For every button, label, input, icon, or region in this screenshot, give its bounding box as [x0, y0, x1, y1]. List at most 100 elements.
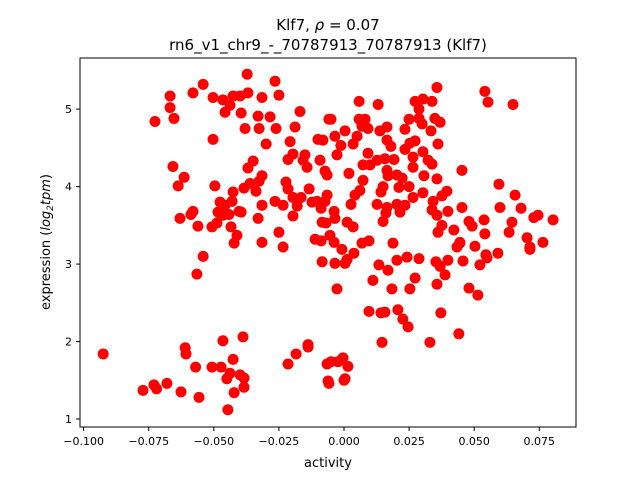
data-point [242, 162, 254, 174]
x-axis-label: activity [304, 456, 352, 471]
data-point [228, 237, 240, 249]
data-point [282, 183, 294, 195]
data-point [291, 200, 303, 212]
data-point [301, 161, 313, 173]
data-point [357, 174, 369, 186]
data-point [341, 253, 353, 265]
data-point [328, 236, 340, 248]
data-point [151, 383, 163, 395]
data-point [432, 226, 444, 238]
data-point [537, 236, 549, 248]
data-point [413, 103, 425, 115]
data-point [320, 217, 332, 229]
data-point [391, 254, 403, 266]
data-point [388, 153, 400, 165]
data-point [442, 205, 454, 217]
data-point [380, 207, 392, 219]
data-point [336, 243, 348, 255]
data-point [242, 87, 254, 99]
data-point [187, 87, 199, 99]
data-point [377, 215, 389, 227]
data-point [331, 149, 343, 161]
data-point [431, 278, 443, 290]
data-point [372, 98, 384, 110]
x-tick-label: −0.100 [63, 435, 104, 448]
data-point [317, 134, 329, 146]
data-point [256, 92, 268, 104]
data-point [256, 199, 268, 211]
data-point [362, 147, 374, 159]
data-point [294, 105, 306, 117]
data-point [532, 209, 544, 221]
data-point [402, 321, 414, 333]
data-point [164, 90, 176, 102]
data-point [289, 121, 301, 133]
x-axis-ticks: −0.100 −0.075 −0.050 −0.025 0.000 0.025 0.050 0… [63, 427, 555, 448]
data-point [192, 220, 204, 232]
data-point [426, 95, 438, 107]
data-point [290, 348, 302, 360]
data-point [339, 125, 351, 137]
data-point [425, 125, 437, 137]
data-point [323, 377, 335, 389]
data-point [375, 186, 387, 198]
data-point [431, 81, 443, 93]
data-point [197, 250, 209, 262]
data-point [273, 89, 285, 101]
plot-frame [79, 57, 577, 428]
data-point [466, 220, 478, 232]
data-point [409, 272, 421, 284]
data-point [403, 181, 415, 193]
data-point [260, 138, 272, 150]
data-point [269, 75, 281, 87]
y-tick-label: 4 [65, 181, 72, 194]
y-tick-label: 1 [65, 413, 72, 426]
data-point [222, 404, 234, 416]
data-point [407, 161, 419, 173]
data-point [253, 175, 265, 187]
data-point [382, 170, 394, 182]
x-tick-label: 0.025 [393, 435, 425, 448]
data-point [382, 264, 394, 276]
data-point [404, 283, 416, 295]
data-point [379, 153, 391, 165]
data-point [329, 130, 341, 142]
data-point [175, 386, 187, 398]
data-point [367, 274, 379, 286]
data-point [345, 198, 357, 210]
data-point [456, 164, 468, 176]
data-point [238, 182, 250, 194]
data-point [416, 118, 428, 130]
data-point [492, 247, 504, 259]
y-tick-label: 3 [65, 258, 72, 271]
data-point [227, 186, 239, 198]
data-point [228, 387, 240, 399]
data-point [197, 78, 209, 90]
x-tick-label: 0.075 [524, 435, 556, 448]
x-tick-label: −0.050 [193, 435, 234, 448]
data-point [167, 160, 179, 172]
data-point [393, 181, 405, 193]
data-point [178, 171, 190, 183]
data-point [302, 339, 314, 351]
data-point [335, 140, 347, 152]
data-point [363, 305, 375, 317]
data-point [431, 209, 443, 221]
data-point [238, 372, 250, 384]
data-point [235, 206, 247, 218]
data-point [371, 198, 383, 210]
chart-title-line2: rn6_v1_chr9_-_70787913_70787913 (Klf7) [169, 36, 487, 55]
data-point [191, 268, 203, 280]
data-point [434, 116, 446, 128]
data-point [277, 199, 289, 211]
data-point [376, 336, 388, 348]
data-point [314, 154, 326, 166]
data-point [426, 158, 438, 170]
data-point [190, 361, 202, 373]
data-point [401, 251, 413, 263]
data-point [211, 217, 223, 229]
data-point [413, 253, 425, 265]
data-point [432, 138, 444, 150]
data-point [277, 241, 289, 253]
